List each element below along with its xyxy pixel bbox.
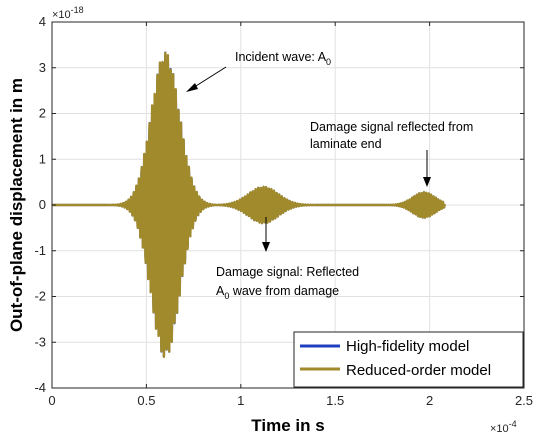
y-tick-label: 2	[39, 106, 46, 121]
annotation-damage-signal: Damage signal: Reflected A0 wave from da…	[216, 217, 359, 301]
y-tick-label: -4	[34, 380, 46, 395]
x-axis-title: Time in s	[251, 416, 324, 435]
y-tick-label: 0	[39, 197, 46, 212]
x-tick-label: 2.5	[515, 393, 533, 408]
y-tick-label: -3	[34, 334, 46, 349]
x-exponent-label: ×10-4	[490, 419, 517, 435]
x-tick-label: 2	[426, 393, 433, 408]
x-tick-label: 0	[48, 393, 55, 408]
annotation-laminate-end: Damage signal reflected from laminate en…	[310, 120, 473, 187]
x-tick-label: 1	[237, 393, 244, 408]
x-tick-label: 0.5	[137, 393, 155, 408]
axis-ticks: 0 0.5 1 1.5 2 2.5 -4 -3 -2 -1 0 1 2 3 4	[34, 14, 533, 408]
annotation-incident-wave: Incident wave: A0	[186, 50, 331, 92]
svg-text:Incident wave: A0: Incident wave: A0	[235, 50, 331, 67]
legend-label-reduced-order: Reduced-order model	[346, 362, 491, 379]
series-layer	[51, 51, 446, 359]
y-tick-label: 3	[39, 60, 46, 75]
y-tick-label: 1	[39, 151, 46, 166]
y-tick-label: -1	[34, 243, 46, 258]
y-tick-label: 4	[39, 14, 46, 29]
svg-text:Damage signal: Reflected: Damage signal: Reflected	[216, 265, 359, 279]
legend-box	[293, 331, 524, 388]
legend-label-high-fidelity: High-fidelity model	[346, 338, 469, 355]
svg-text:laminate end: laminate end	[310, 137, 382, 151]
series-line-reduced-order	[51, 51, 446, 359]
y-exponent-label: ×10-18	[52, 5, 84, 21]
svg-text:Damage signal reflected from: Damage signal reflected from	[310, 120, 473, 134]
legend: High-fidelity model Reduced-order model	[293, 331, 524, 388]
x-tick-label: 1.5	[326, 393, 344, 408]
y-axis-title: Out-of-plane displacement in m	[7, 78, 26, 332]
svg-text:A0 wave from damage: A0 wave from damage	[216, 284, 339, 301]
y-tick-label: -2	[34, 289, 46, 304]
